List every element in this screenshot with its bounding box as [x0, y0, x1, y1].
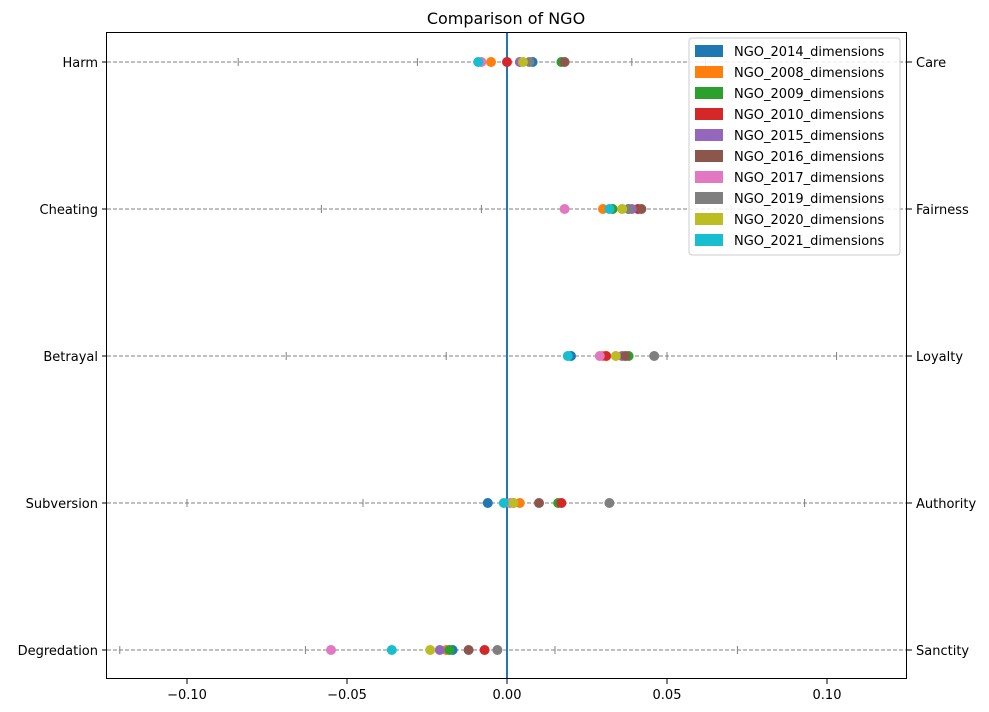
x-tick-label: −0.05 [327, 688, 367, 703]
x-tick-label: −0.10 [167, 688, 207, 703]
legend-swatch [695, 45, 723, 57]
point-NGO_2009_dimensions-Degredation [444, 645, 455, 655]
point-NGO_2010_dimensions-Harm [502, 57, 512, 67]
point-NGO_2021_dimensions-Degredation [386, 645, 397, 655]
y-right-label: Fairness [916, 203, 969, 218]
legend-label: NGO_2016_dimensions [734, 150, 884, 165]
point-NGO_2016_dimensions-Degredation [463, 645, 474, 655]
point-NGO_2017_dimensions-Degredation [326, 645, 336, 655]
point-NGO_2020_dimensions-Cheating [617, 204, 628, 214]
legend-label: NGO_2010_dimensions [734, 108, 884, 123]
x-tick-label: 0.10 [813, 688, 842, 703]
point-NGO_2010_dimensions-Degredation [479, 645, 490, 655]
legend-label: NGO_2021_dimensions [734, 234, 884, 249]
point-NGO_2020_dimensions-Degredation [425, 645, 436, 655]
point-NGO_2017_dimensions-Betrayal [594, 351, 605, 361]
legend-label: NGO_2009_dimensions [734, 87, 884, 102]
point-NGO_2020_dimensions-Harm [518, 57, 528, 67]
legend-swatch [695, 213, 723, 225]
y-left-label: Degredation [18, 644, 98, 659]
axes: −0.10 −0.05 0.00 0.05 0.10 Harm Care Cheating Fa… [18, 56, 977, 703]
point-NGO_2008_dimensions-Harm [486, 57, 496, 67]
legend-label: NGO_2008_dimensions [734, 66, 884, 81]
legend-label: NGO_2017_dimensions [734, 171, 884, 186]
point-NGO_2016_dimensions-Cheating [636, 204, 647, 214]
point-NGO_2019_dimensions-Degredation [492, 645, 503, 655]
point-NGO_2021_dimensions-Harm [473, 57, 484, 67]
legend-swatch [695, 108, 723, 120]
y-left-label: Cheating [40, 203, 98, 218]
x-tick-label: 0.05 [653, 688, 682, 703]
legend-swatch [695, 150, 723, 162]
legend-label: NGO_2015_dimensions [734, 129, 884, 144]
y-left-label: Subversion [26, 497, 98, 512]
y-right-label: Loyalty [916, 350, 963, 365]
x-tick-label: 0.00 [493, 688, 522, 703]
data-points [326, 57, 660, 655]
point-NGO_2016_dimensions-Harm [559, 57, 570, 67]
point-NGO_2015_dimensions-Degredation [434, 645, 445, 655]
point-NGO_2020_dimensions-Betrayal [610, 351, 621, 361]
point-NGO_2021_dimensions-Betrayal [562, 351, 573, 361]
y-left-label: Betrayal [43, 350, 98, 365]
y-right-label: Authority [916, 497, 976, 512]
point-NGO_2019_dimensions-Subversion [604, 498, 615, 508]
point-NGO_2016_dimensions-Betrayal [620, 351, 631, 361]
chart-title: Comparison of NGO [427, 9, 585, 28]
legend-label: NGO_2019_dimensions [734, 192, 884, 207]
point-NGO_2021_dimensions-Cheating [604, 204, 615, 214]
point-NGO_2020_dimensions-Subversion [508, 498, 519, 508]
point-NGO_2017_dimensions-Cheating [559, 204, 570, 214]
legend-swatch [695, 87, 723, 99]
legend-swatch [695, 129, 723, 141]
point-NGO_2019_dimensions-Betrayal [649, 351, 660, 361]
point-NGO_2010_dimensions-Subversion [556, 498, 567, 508]
legend-label: NGO_2020_dimensions [734, 213, 884, 228]
legend-box [688, 37, 901, 256]
y-right-label: Care [916, 56, 946, 71]
y-right-label: Sanctity [916, 644, 969, 659]
legend-swatch [695, 192, 723, 204]
legend-label: NGO_2014_dimensions [734, 45, 884, 60]
point-NGO_2016_dimensions-Subversion [534, 498, 544, 508]
legend-swatch [695, 234, 723, 246]
legend-swatch [695, 66, 723, 78]
point-NGO_2014_dimensions-Subversion [482, 498, 493, 508]
y-left-label: Harm [62, 56, 98, 71]
legend-swatch [695, 171, 723, 183]
legend: NGO_2014_dimensions NGO_2008_dimensions NG… [688, 37, 901, 256]
point-NGO_2021_dimensions-Subversion [498, 498, 509, 508]
